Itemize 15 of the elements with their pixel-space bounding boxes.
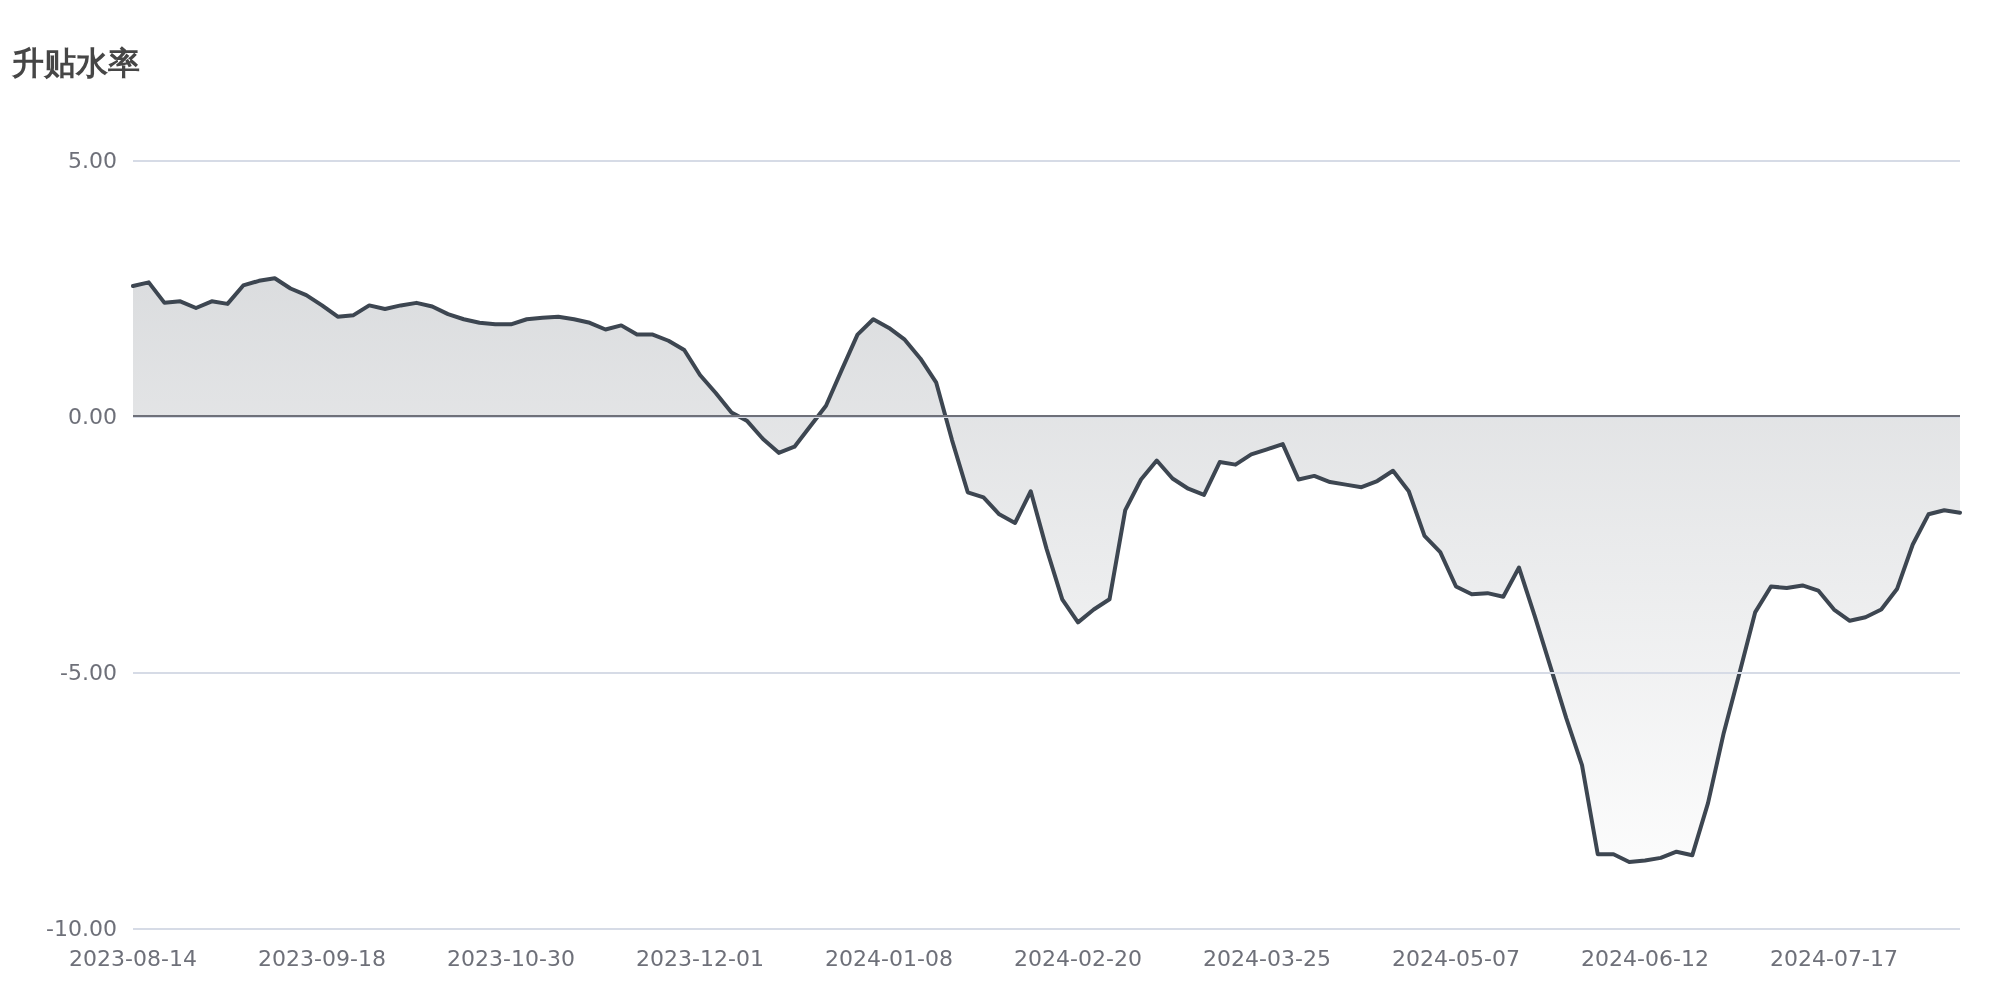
chart-title: 升贴水率 — [11, 44, 140, 82]
x-tick-label: 2023-08-14 — [69, 946, 197, 971]
x-tick-label: 2024-01-08 — [825, 946, 953, 971]
x-tick-label: 2024-07-17 — [1770, 946, 1898, 971]
y-tick-label: 5.00 — [68, 148, 117, 173]
x-tick-label: 2023-12-01 — [636, 946, 764, 971]
y-tick-label: -5.00 — [60, 660, 117, 685]
x-tick-label: 2023-10-30 — [447, 946, 575, 971]
x-tick-label: 2024-05-07 — [1392, 946, 1520, 971]
x-tick-label: 2024-06-12 — [1581, 946, 1709, 971]
y-tick-label: -10.00 — [46, 916, 117, 941]
x-tick-label: 2024-02-20 — [1014, 946, 1142, 971]
x-tick-label: 2024-03-25 — [1203, 946, 1331, 971]
x-tick-label: 2023-09-18 — [258, 946, 386, 971]
y-tick-label: 0.00 — [68, 404, 117, 429]
